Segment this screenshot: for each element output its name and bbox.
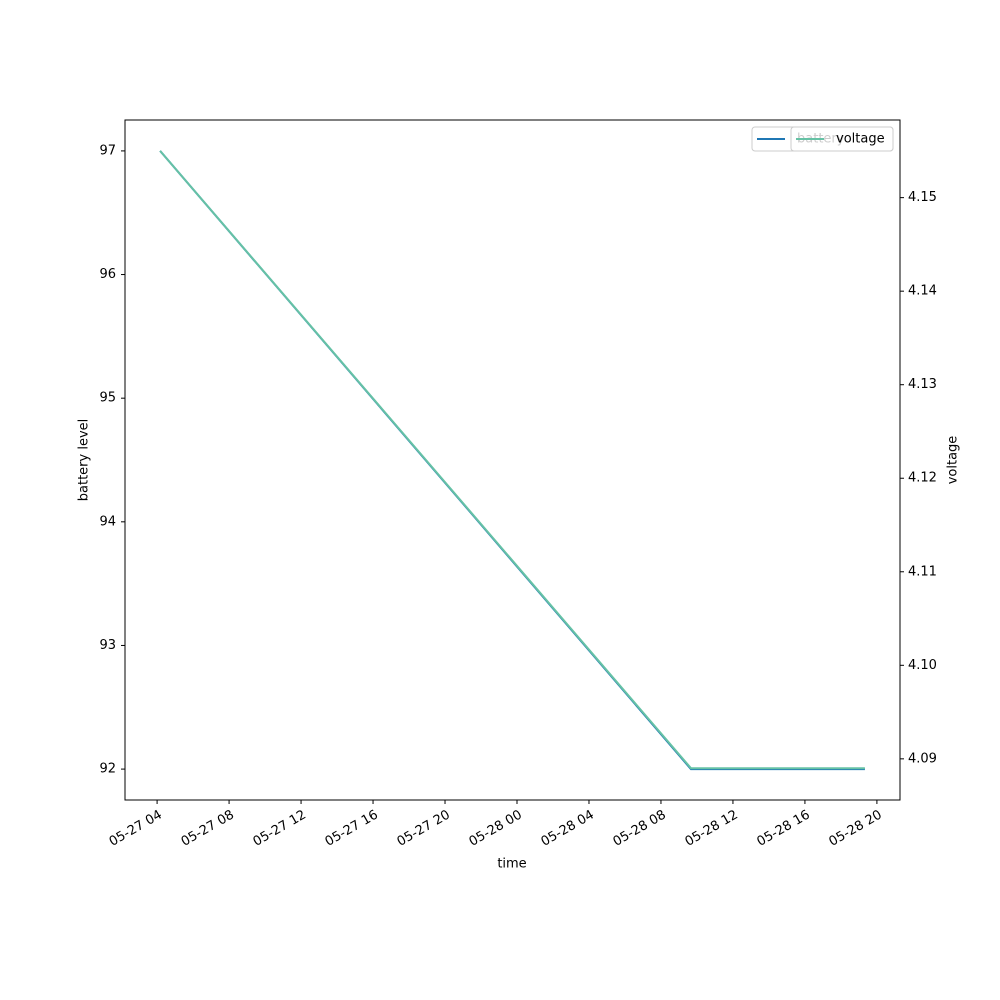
y2-tick-label: 4.14 [908, 284, 937, 299]
y2-axis-label: voltage [946, 436, 961, 485]
y-tick-label: 96 [99, 267, 116, 282]
y2-tick-label: 4.10 [908, 658, 937, 673]
y2-tick-label: 4.11 [908, 564, 937, 579]
x-tick-label: 05-27 12 [251, 808, 309, 850]
legend: voltage [790, 126, 894, 152]
x-tick-label: 05-28 00 [467, 808, 525, 850]
x-tick-label: 05-27 08 [179, 808, 237, 850]
x-tick-label: 05-27 16 [323, 808, 381, 850]
y-tick-label: 97 [99, 143, 116, 158]
x-tick-label: 05-27 20 [395, 808, 453, 850]
legend-label: voltage [836, 132, 885, 147]
x-tick-label: 05-28 20 [827, 808, 885, 850]
y2-tick-label: 4.12 [908, 471, 937, 486]
line-series [159, 150, 865, 770]
x-tick-label: 05-28 04 [539, 808, 597, 850]
y-tick-label: 93 [99, 638, 116, 653]
y2-tick-label: 4.09 [908, 751, 937, 766]
y-axis-label: battery level [77, 419, 92, 502]
line-series [159, 150, 865, 771]
y2-tick-label: 4.15 [908, 190, 937, 205]
x-tick-label: 05-28 16 [755, 808, 813, 850]
x-tick-label: 05-27 04 [107, 808, 165, 850]
x-tick-label: 05-28 12 [683, 808, 741, 850]
x-axis-label: time [497, 857, 526, 872]
legend-box [790, 126, 894, 152]
plot-frame [124, 119, 901, 801]
x-tick-label: 05-28 08 [611, 808, 669, 850]
y-tick-label: 92 [99, 762, 116, 777]
y-tick-label: 94 [99, 514, 116, 529]
y-tick-label: 95 [99, 391, 116, 406]
y2-tick-label: 4.13 [908, 377, 937, 392]
